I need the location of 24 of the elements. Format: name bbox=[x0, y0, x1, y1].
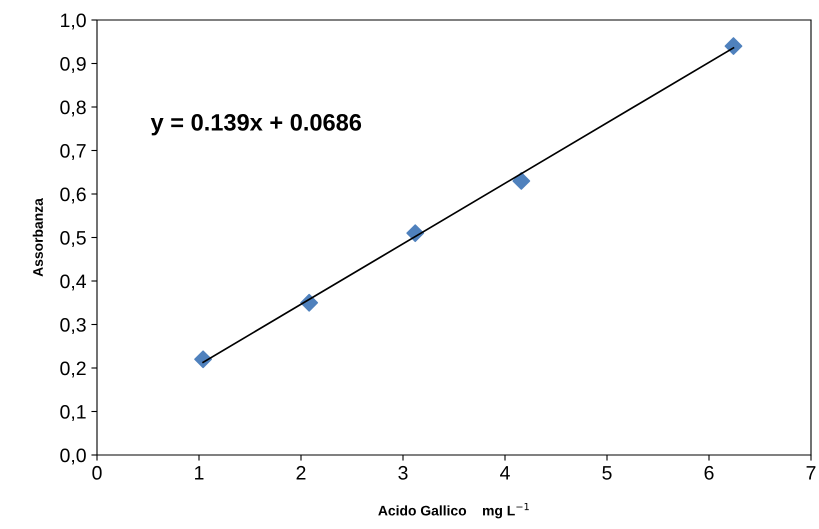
x-tick-label: 5 bbox=[602, 466, 612, 480]
x-tick-label: 7 bbox=[806, 466, 816, 480]
x-tick-label: 2 bbox=[296, 466, 306, 480]
y-tick-label: 0,4 bbox=[60, 274, 86, 291]
y-tick-label: 0,0 bbox=[60, 448, 86, 465]
point bbox=[512, 172, 530, 190]
x-tick-label: 6 bbox=[704, 466, 714, 480]
x-tick-label: 3 bbox=[398, 466, 408, 480]
x-tick-label: 0 bbox=[92, 466, 102, 480]
y-tick-label: 1,0 bbox=[61, 13, 86, 30]
y-tick-label: 0,3 bbox=[60, 318, 86, 334]
x-tick-label: 4 bbox=[500, 466, 510, 480]
y-axis-title: Assorbanza bbox=[32, 198, 43, 277]
y-tick-label: 0,7 bbox=[60, 144, 86, 160]
y-tick-label: 0,5 bbox=[60, 230, 86, 248]
x-tick-label: 1 bbox=[195, 466, 204, 480]
point bbox=[724, 37, 742, 56]
x-axis-title: Acido Gallico mg L$^{−1}$ bbox=[378, 502, 529, 518]
annotation: y = 0.139x + 0.0686 bbox=[150, 114, 362, 136]
y-tick-label: 0,1 bbox=[60, 404, 86, 422]
y-tick-label: 0,2 bbox=[60, 361, 86, 378]
y-tick-label: 0,9 bbox=[60, 56, 86, 74]
y-tick-label: 0,8 bbox=[60, 100, 86, 117]
y-tick-label: 0,6 bbox=[60, 187, 86, 204]
